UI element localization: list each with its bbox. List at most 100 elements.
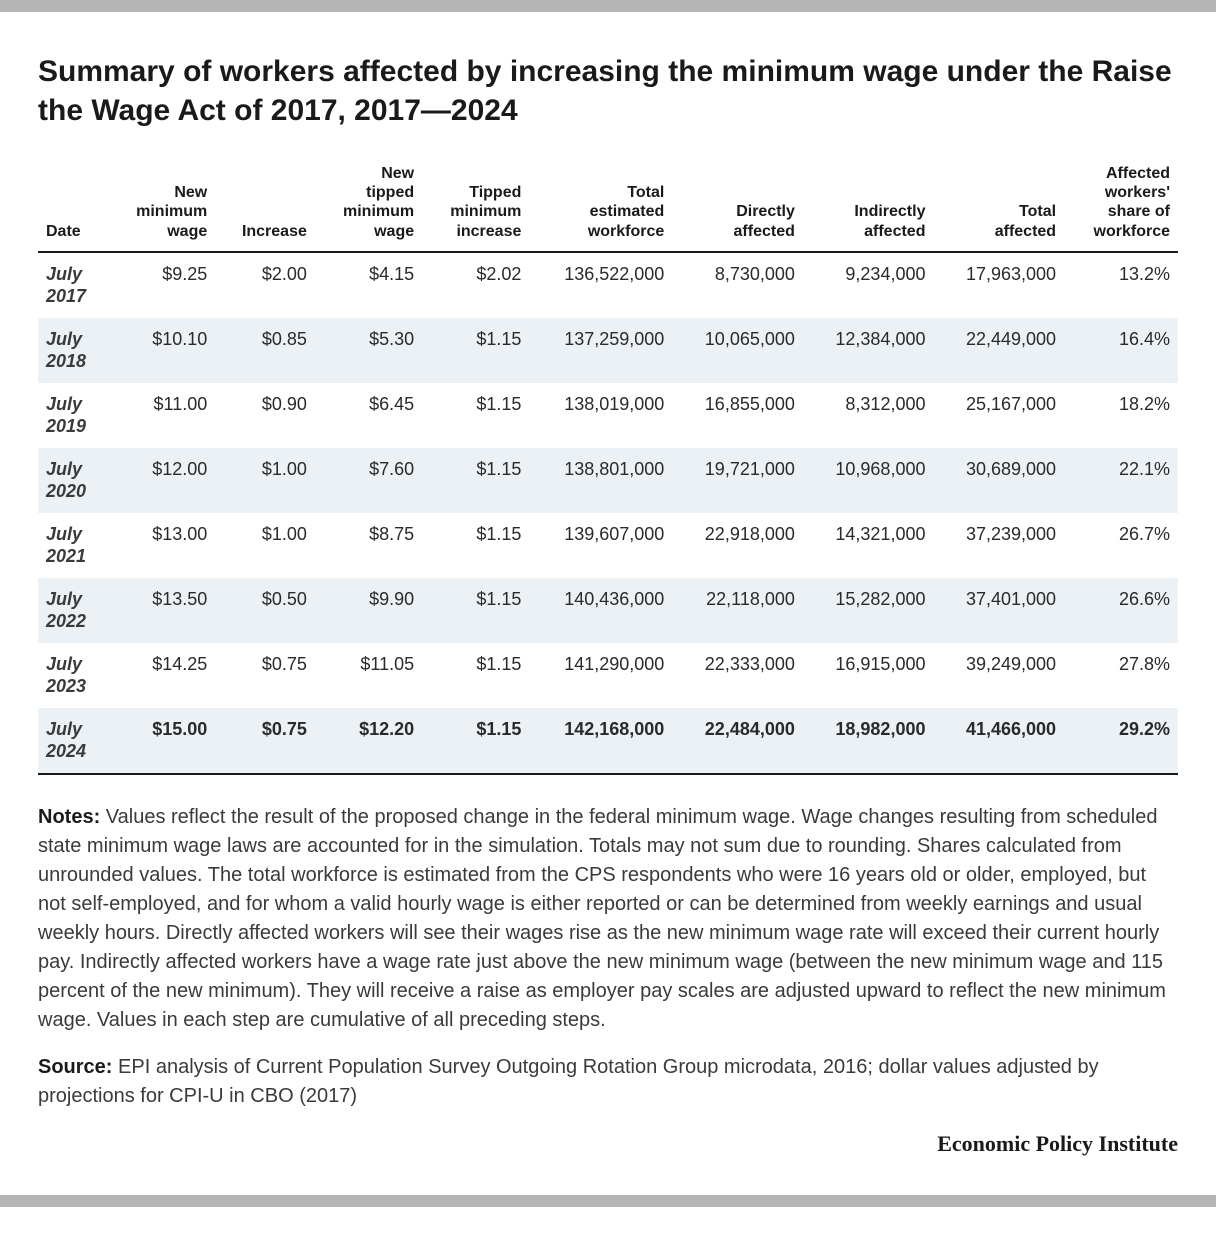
data-cell: $12.00 xyxy=(108,448,215,513)
data-cell: 8,312,000 xyxy=(803,383,934,448)
data-cell: $2.00 xyxy=(215,252,315,318)
table-row: July2020$12.00$1.00$7.60$1.15138,801,000… xyxy=(38,448,1178,513)
data-cell: 22,918,000 xyxy=(672,513,803,578)
bottom-bar xyxy=(0,1195,1216,1207)
data-cell: 22,333,000 xyxy=(672,643,803,708)
data-cell: $12.20 xyxy=(315,708,422,774)
data-cell: 141,290,000 xyxy=(529,643,672,708)
table-body: July2017$9.25$2.00$4.15$2.02136,522,0008… xyxy=(38,252,1178,774)
data-cell: 137,259,000 xyxy=(529,318,672,383)
column-header: Affectedworkers'share ofworkforce xyxy=(1064,158,1178,252)
data-cell: $0.75 xyxy=(215,708,315,774)
table-row: July2022$13.50$0.50$9.90$1.15140,436,000… xyxy=(38,578,1178,643)
data-cell: $1.15 xyxy=(422,383,529,448)
table-row: July2017$9.25$2.00$4.15$2.02136,522,0008… xyxy=(38,252,1178,318)
data-cell: 138,801,000 xyxy=(529,448,672,513)
source-paragraph: Source: EPI analysis of Current Populati… xyxy=(38,1053,1178,1111)
data-cell: 13.2% xyxy=(1064,252,1178,318)
data-cell: 18.2% xyxy=(1064,383,1178,448)
data-cell: 139,607,000 xyxy=(529,513,672,578)
data-cell: 30,689,000 xyxy=(933,448,1064,513)
data-cell: 29.2% xyxy=(1064,708,1178,774)
column-header: Newtippedminimumwage xyxy=(315,158,422,252)
data-cell: $14.25 xyxy=(108,643,215,708)
data-cell: $0.85 xyxy=(215,318,315,383)
column-header: Increase xyxy=(215,158,315,252)
notes-text: Values reflect the result of the propose… xyxy=(38,806,1166,1031)
data-cell: $6.45 xyxy=(315,383,422,448)
table-header: DateNewminimumwageIncreaseNewtippedminim… xyxy=(38,158,1178,252)
column-header: Totalaffected xyxy=(933,158,1064,252)
notes-label: Notes: xyxy=(38,806,100,828)
data-cell: 27.8% xyxy=(1064,643,1178,708)
data-cell: $1.00 xyxy=(215,513,315,578)
data-cell: $1.15 xyxy=(422,513,529,578)
data-cell: $11.00 xyxy=(108,383,215,448)
data-cell: $1.15 xyxy=(422,318,529,383)
data-cell: $10.10 xyxy=(108,318,215,383)
source-text: EPI analysis of Current Population Surve… xyxy=(38,1056,1099,1107)
data-cell: $11.05 xyxy=(315,643,422,708)
data-cell: 17,963,000 xyxy=(933,252,1064,318)
column-header: Indirectlyaffected xyxy=(803,158,934,252)
data-cell: $9.90 xyxy=(315,578,422,643)
table-row: July2021$13.00$1.00$8.75$1.15139,607,000… xyxy=(38,513,1178,578)
data-cell: 10,065,000 xyxy=(672,318,803,383)
data-cell: 19,721,000 xyxy=(672,448,803,513)
data-cell: 15,282,000 xyxy=(803,578,934,643)
data-cell: 16,915,000 xyxy=(803,643,934,708)
data-cell: 18,982,000 xyxy=(803,708,934,774)
data-cell: $5.30 xyxy=(315,318,422,383)
date-cell: July2017 xyxy=(38,252,108,318)
data-table: DateNewminimumwageIncreaseNewtippedminim… xyxy=(38,158,1178,775)
data-cell: 41,466,000 xyxy=(933,708,1064,774)
data-cell: 22,118,000 xyxy=(672,578,803,643)
data-cell: 14,321,000 xyxy=(803,513,934,578)
data-cell: $8.75 xyxy=(315,513,422,578)
data-cell: $1.15 xyxy=(422,448,529,513)
data-cell: 16.4% xyxy=(1064,318,1178,383)
column-header: Totalestimatedworkforce xyxy=(529,158,672,252)
date-cell: July2024 xyxy=(38,708,108,774)
page-title: Summary of workers affected by increasin… xyxy=(38,52,1178,130)
date-cell: July2023 xyxy=(38,643,108,708)
data-cell: $1.00 xyxy=(215,448,315,513)
date-cell: July2022 xyxy=(38,578,108,643)
data-cell: $0.50 xyxy=(215,578,315,643)
data-cell: 16,855,000 xyxy=(672,383,803,448)
data-cell: $1.15 xyxy=(422,578,529,643)
data-cell: 26.6% xyxy=(1064,578,1178,643)
data-cell: $1.15 xyxy=(422,708,529,774)
data-cell: 140,436,000 xyxy=(529,578,672,643)
data-cell: 26.7% xyxy=(1064,513,1178,578)
data-cell: 142,168,000 xyxy=(529,708,672,774)
date-cell: July2020 xyxy=(38,448,108,513)
column-header: Directlyaffected xyxy=(672,158,803,252)
date-cell: July2019 xyxy=(38,383,108,448)
content-container: Summary of workers affected by increasin… xyxy=(0,12,1216,1177)
data-cell: 37,239,000 xyxy=(933,513,1064,578)
top-bar xyxy=(0,0,1216,12)
date-cell: July2018 xyxy=(38,318,108,383)
data-cell: 25,167,000 xyxy=(933,383,1064,448)
data-cell: 9,234,000 xyxy=(803,252,934,318)
data-cell: $4.15 xyxy=(315,252,422,318)
date-cell: July2021 xyxy=(38,513,108,578)
data-cell: 22,484,000 xyxy=(672,708,803,774)
column-header: Tippedminimumincrease xyxy=(422,158,529,252)
notes-section: Notes: Values reflect the result of the … xyxy=(38,803,1178,1111)
data-cell: 136,522,000 xyxy=(529,252,672,318)
data-cell: $0.90 xyxy=(215,383,315,448)
brand-footer: Economic Policy Institute xyxy=(38,1131,1178,1157)
data-cell: 138,019,000 xyxy=(529,383,672,448)
data-cell: $9.25 xyxy=(108,252,215,318)
table-row: July2019$11.00$0.90$6.45$1.15138,019,000… xyxy=(38,383,1178,448)
data-cell: $1.15 xyxy=(422,643,529,708)
data-cell: 12,384,000 xyxy=(803,318,934,383)
table-row: July2023$14.25$0.75$11.05$1.15141,290,00… xyxy=(38,643,1178,708)
table-row: July2024$15.00$0.75$12.20$1.15142,168,00… xyxy=(38,708,1178,774)
source-label: Source: xyxy=(38,1056,112,1078)
data-cell: 10,968,000 xyxy=(803,448,934,513)
data-cell: 37,401,000 xyxy=(933,578,1064,643)
data-cell: 22.1% xyxy=(1064,448,1178,513)
